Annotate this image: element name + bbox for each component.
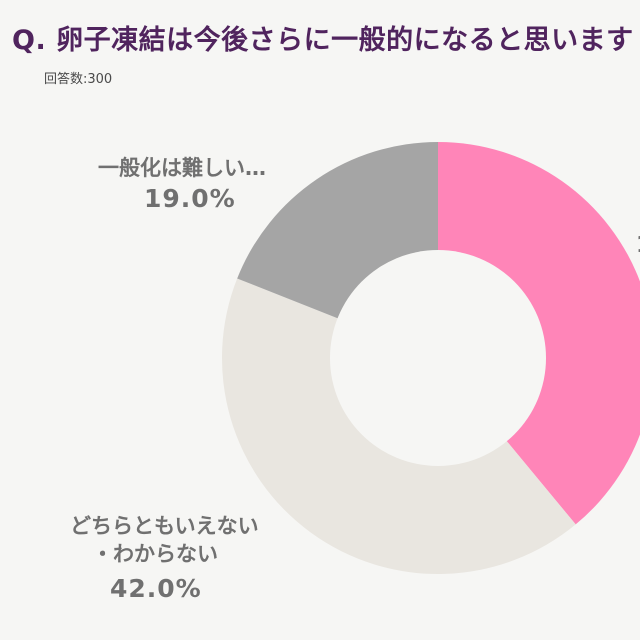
slice-label-neutral-line2: ・わからない [92,542,218,566]
chart-title: Q. 卵子凍結は今後さらに一般的になると思います [12,25,634,56]
slice-pct-hard: 19.0% [144,184,236,213]
slice-label-neutral-line1: どちらともいえない [70,514,259,538]
slice-pct-neutral: 42.0% [110,574,202,603]
slice-label-hard: 一般化は難しい… [98,156,266,180]
donut-hole [330,250,546,466]
sample-count: 回答数:300 [44,72,113,87]
pink-slice-label-partial: 1 [636,233,640,258]
